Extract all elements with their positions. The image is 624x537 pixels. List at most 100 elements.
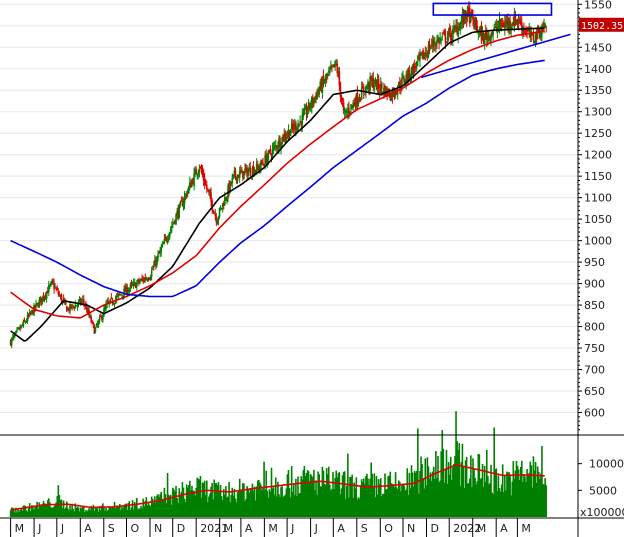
- volume-bar: [164, 494, 167, 517]
- volume-moving-average: [10, 463, 545, 511]
- volume-bar: [368, 484, 370, 517]
- price-candle: [254, 170, 257, 172]
- volume-bar: [335, 470, 337, 517]
- price-candle: [459, 22, 462, 31]
- volume-bar: [445, 449, 448, 517]
- volume-bar: [499, 491, 502, 517]
- price-candle: [201, 170, 204, 176]
- volume-bar: [531, 487, 534, 517]
- price-candle: [147, 279, 150, 281]
- price-candle: [533, 41, 536, 43]
- price-candle: [319, 81, 322, 90]
- volume-bar: [180, 491, 183, 517]
- price-candle: [504, 22, 506, 29]
- last-value-label: 1502.35: [581, 21, 623, 32]
- price-candle: [374, 79, 377, 84]
- volume-bar: [107, 509, 109, 517]
- volume-bar: [280, 487, 282, 517]
- price-candle: [282, 134, 284, 141]
- volume-bar: [35, 505, 37, 517]
- price-candle: [430, 44, 433, 46]
- price-candle: [460, 21, 463, 25]
- price-candle: [166, 239, 169, 241]
- volume-bar: [315, 480, 317, 517]
- price-candle: [471, 9, 473, 16]
- volume-bar: [371, 473, 374, 517]
- volume-bar: [361, 482, 364, 517]
- price-candle: [352, 102, 354, 108]
- price-candle: [445, 41, 448, 43]
- price-candle: [82, 299, 85, 303]
- price-candle: [449, 33, 452, 41]
- volume-bar: [365, 476, 367, 517]
- price-candle: [46, 290, 49, 294]
- price-candle: [455, 26, 457, 28]
- price-candle: [496, 26, 499, 32]
- price-tick-label: 800: [584, 321, 605, 334]
- volume-bar: [320, 486, 323, 517]
- price-candle: [18, 327, 20, 329]
- month-tick-label: 2021: [200, 522, 228, 535]
- volume-bar: [96, 508, 99, 517]
- volume-bar: [395, 487, 398, 517]
- volume-bar: [37, 508, 39, 517]
- price-candle: [194, 170, 196, 173]
- price-candle: [305, 107, 308, 115]
- price-candle: [142, 278, 144, 281]
- price-candle: [26, 315, 29, 322]
- price-candle: [14, 334, 16, 337]
- price-tick-label: 1550: [584, 0, 612, 11]
- volume-bar: [407, 494, 410, 517]
- price-candle: [537, 28, 540, 33]
- volume-bar: [378, 484, 381, 517]
- month-tick-label: O: [131, 522, 140, 535]
- price-candle: [514, 14, 517, 25]
- moving-average-line-2: [10, 30, 545, 319]
- volume-bar: [481, 463, 484, 517]
- price-candle: [246, 167, 248, 177]
- volume-bar: [183, 498, 186, 517]
- price-candle: [434, 44, 436, 46]
- price-candle: [332, 64, 334, 67]
- volume-bar: [380, 496, 383, 517]
- price-candle: [335, 62, 337, 65]
- price-candle: [342, 102, 345, 111]
- price-candle: [458, 29, 461, 31]
- volume-bar: [425, 485, 428, 517]
- volume-bar: [513, 478, 516, 517]
- price-candle: [501, 22, 504, 28]
- volume-bar: [151, 498, 154, 517]
- volume-bar: [444, 469, 447, 517]
- volume-bar: [482, 486, 485, 517]
- price-candle: [350, 104, 352, 110]
- month-tick-label: J: [314, 522, 318, 535]
- price-candle: [235, 176, 238, 181]
- volume-bar: [488, 484, 490, 517]
- price-candle: [49, 284, 51, 286]
- volume-bar: [73, 511, 76, 517]
- volume-bar: [396, 489, 399, 517]
- price-candle: [190, 182, 192, 188]
- price-candle: [218, 208, 221, 217]
- volume-bar: [199, 476, 202, 517]
- price-candle: [462, 14, 465, 23]
- price-candle: [141, 278, 143, 280]
- price-candle: [382, 91, 384, 93]
- price-candle: [252, 166, 255, 175]
- annotations: [420, 2, 571, 79]
- volume-bar: [301, 479, 304, 517]
- volume-bar: [384, 473, 386, 517]
- month-tick-label: S: [361, 522, 368, 535]
- price-candle: [245, 167, 247, 170]
- volume-bar: [174, 491, 176, 517]
- volume-bar: [32, 505, 34, 517]
- price-candle: [217, 216, 220, 221]
- volume-bar: [472, 458, 474, 517]
- volume-bar: [518, 480, 521, 517]
- price-candle: [187, 186, 190, 193]
- volume-bar: [439, 480, 441, 517]
- price-candle: [255, 163, 258, 174]
- volume-bar: [20, 508, 23, 517]
- price-candle: [207, 188, 209, 191]
- price-candle: [44, 295, 47, 297]
